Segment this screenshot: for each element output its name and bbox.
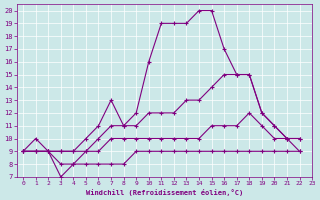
X-axis label: Windchill (Refroidissement éolien,°C): Windchill (Refroidissement éolien,°C) [86,189,243,196]
